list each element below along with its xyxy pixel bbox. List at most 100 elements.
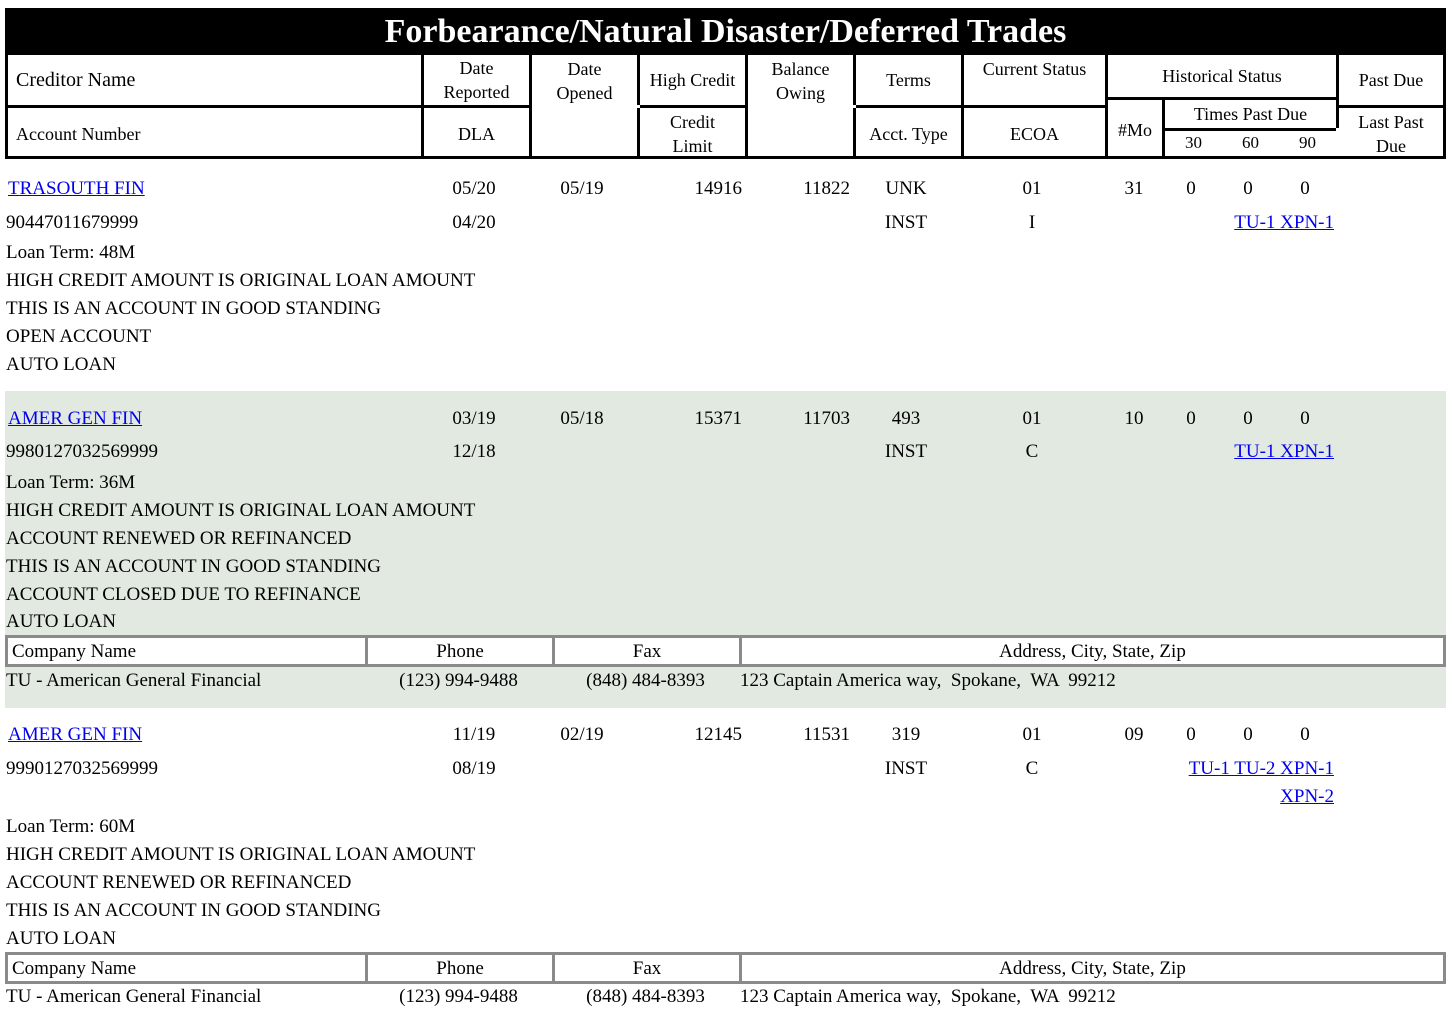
header-current-status: Current Status [964, 55, 1108, 105]
account-number: 9980127032569999 [6, 441, 158, 462]
page-title: Forbearance/Natural Disaster/Deferred Tr… [5, 8, 1446, 55]
bureau-links-extra[interactable]: XPN-2 [1280, 786, 1334, 807]
dla: 12/18 [452, 441, 496, 462]
balance-owing: 11531 [803, 724, 850, 745]
company-table-header: Company Name Phone Fax Address, City, St… [5, 635, 1446, 667]
note-line: Loan Term: 36M [6, 472, 136, 493]
acct-type: INST [884, 441, 928, 462]
header-creditor-name: Creditor Name [8, 55, 424, 105]
company-fax: (848) 484-8393 [586, 670, 705, 691]
balance-owing: 11822 [803, 178, 850, 199]
creditor-link[interactable]: AMER GEN FIN [8, 408, 143, 429]
header-times-past-due: Times Past Due [1165, 100, 1339, 128]
dla: 04/20 [452, 212, 496, 233]
company-name: TU - American General Financial [6, 670, 262, 691]
header-historical-status: Historical Status [1108, 55, 1339, 97]
header-date-reported: Date Reported [424, 55, 532, 105]
fax-header: Fax [555, 638, 742, 664]
creditor-link[interactable]: TRASOUTH FIN [8, 178, 145, 199]
high-credit: 12145 [694, 724, 743, 745]
num-mo: 10 [1124, 408, 1144, 429]
note-line: HIGH CREDIT AMOUNT IS ORIGINAL LOAN AMOU… [6, 270, 476, 291]
account-number: 90447011679999 [6, 212, 139, 233]
company-name-header: Company Name [8, 638, 368, 664]
current-status: 01 [1022, 724, 1042, 745]
note-line: AUTO LOAN [6, 354, 116, 375]
note-line: HIGH CREDIT AMOUNT IS ORIGINAL LOAN AMOU… [6, 500, 476, 521]
past-due-60: 0 [1243, 408, 1253, 429]
date-opened: 05/18 [560, 408, 604, 429]
address-header: Address, City, State, Zip [999, 641, 1186, 662]
phone-header: Phone [368, 955, 555, 981]
past-due-90: 0 [1300, 408, 1310, 429]
past-due-30: 0 [1186, 178, 1196, 199]
header-90: 90 [1299, 133, 1316, 152]
header-account-number: Account Number [8, 108, 424, 159]
num-mo: 09 [1124, 724, 1144, 745]
past-due-90: 0 [1300, 724, 1310, 745]
header-last-past-due: Last Past Due [1358, 111, 1424, 156]
note-line: AUTO LOAN [6, 611, 116, 632]
terms: UNK [885, 178, 927, 199]
header-terms: Terms [856, 55, 964, 105]
bureau-links[interactable]: TU-1 XPN-1 [1234, 212, 1334, 233]
creditor-link[interactable]: AMER GEN FIN [8, 724, 143, 745]
fax-header: Fax [555, 955, 742, 981]
date-reported: 11/19 [452, 724, 496, 745]
note-line: AUTO LOAN [6, 928, 116, 949]
company-table-header: Company Name Phone Fax Address, City, St… [5, 952, 1446, 984]
header-high-credit: High Credit [640, 55, 748, 105]
past-due-60: 0 [1243, 724, 1253, 745]
header-past-due: Past Due [1358, 70, 1424, 90]
company-address: 123 Captain America way, Spokane, WA 992… [740, 670, 1116, 691]
current-status: 01 [1022, 178, 1042, 199]
date-opened: 02/19 [560, 724, 604, 745]
ecoa: I [1028, 212, 1036, 233]
column-header: Creditor Name Account Number Date Reporte… [5, 55, 1446, 159]
bureau-links[interactable]: TU-1 TU-2 XPN-1 [1188, 758, 1334, 779]
account-number: 9990127032569999 [6, 758, 158, 779]
note-line: THIS IS AN ACCOUNT IN GOOD STANDING [6, 900, 381, 921]
header-ecoa: ECOA [964, 108, 1108, 159]
bureau-links[interactable]: TU-1 XPN-1 [1234, 441, 1334, 462]
note-line: OPEN ACCOUNT [6, 326, 152, 347]
num-mo: 31 [1124, 178, 1144, 199]
high-credit: 14916 [694, 178, 743, 199]
header-acct-type: Acct. Type [856, 108, 964, 159]
acct-type: INST [884, 212, 928, 233]
past-due-30: 0 [1186, 408, 1196, 429]
note-line: Loan Term: 48M [6, 242, 136, 263]
terms: 493 [891, 408, 921, 429]
note-line: ACCOUNT CLOSED DUE TO REFINANCE [6, 584, 361, 605]
date-reported: 05/20 [452, 178, 496, 199]
balance-owing: 11703 [803, 408, 850, 429]
ecoa: C [1025, 758, 1039, 779]
ecoa: C [1025, 441, 1039, 462]
note-line: THIS IS AN ACCOUNT IN GOOD STANDING [6, 556, 381, 577]
company-phone: (123) 994-9488 [399, 986, 518, 1007]
acct-type: INST [884, 758, 928, 779]
high-credit: 15371 [694, 408, 743, 429]
current-status: 01 [1022, 408, 1042, 429]
note-line: ACCOUNT RENEWED OR REFINANCED [6, 872, 352, 893]
company-phone: (123) 994-9488 [399, 670, 518, 691]
note-line: HIGH CREDIT AMOUNT IS ORIGINAL LOAN AMOU… [6, 844, 476, 865]
company-name: TU - American General Financial [6, 986, 262, 1007]
date-opened: 05/19 [560, 178, 604, 199]
company-name-header: Company Name [8, 955, 368, 981]
header-dla: DLA [424, 108, 532, 159]
header-credit-limit: Credit Limit [640, 108, 748, 159]
header-num-mo: #Mo [1108, 100, 1165, 159]
header-60: 60 [1242, 133, 1259, 152]
company-address: 123 Captain America way, Spokane, WA 992… [740, 986, 1116, 1007]
address-header: Address, City, State, Zip [999, 958, 1186, 979]
note-line: ACCOUNT RENEWED OR REFINANCED [6, 528, 352, 549]
phone-header: Phone [368, 638, 555, 664]
note-line: Loan Term: 60M [6, 816, 136, 837]
past-due-60: 0 [1243, 178, 1253, 199]
terms: 319 [891, 724, 921, 745]
note-line: THIS IS AN ACCOUNT IN GOOD STANDING [6, 298, 381, 319]
company-fax: (848) 484-8393 [586, 986, 705, 1007]
header-30: 30 [1185, 133, 1202, 152]
past-due-90: 0 [1300, 178, 1310, 199]
